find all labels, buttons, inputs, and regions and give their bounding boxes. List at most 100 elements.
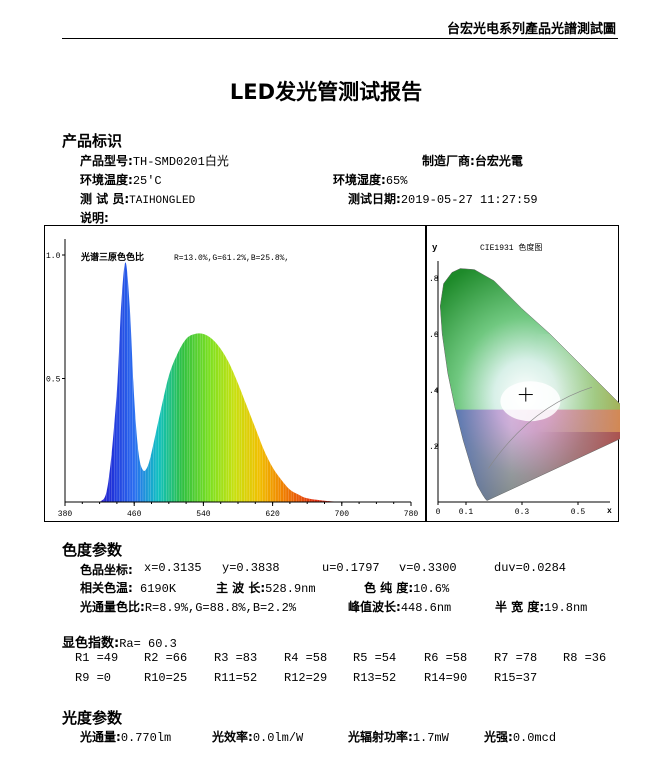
temperature-label: 环境温度: xyxy=(80,173,133,187)
cie-y-tick-label: .6 xyxy=(429,331,439,340)
spectrum-area xyxy=(82,262,342,502)
cie-x-tick-label: 0.1 xyxy=(459,508,474,517)
flux-row: 光通量:0.770lm xyxy=(80,728,171,745)
colorimetry-section-title: 色度参数 xyxy=(62,541,123,559)
intensity-row: 光强:0.0mcd xyxy=(484,728,556,745)
cri-value: R15=37 xyxy=(494,671,538,685)
radiant-power-label: 光辐射功率: xyxy=(348,730,413,744)
peak-wavelength-row: 峰值波长:448.6nm xyxy=(348,598,451,615)
header-divider xyxy=(62,38,618,39)
spectrum-x-tick-label: 460 xyxy=(127,510,142,519)
cri-title-row: 显色指数:Ra= 60.3 xyxy=(62,632,177,651)
flux-label: 光通量: xyxy=(80,730,121,744)
cri-value: R8 =36 xyxy=(563,651,607,665)
test-date-row: 测试日期:2019-05-27 11:27:59 xyxy=(348,190,538,207)
purity-value: 10.6% xyxy=(413,582,450,596)
cie-x-tick-label: 0.5 xyxy=(571,508,586,517)
spectrum-y-tick-label: 1.0 xyxy=(46,252,61,261)
efficacy-row: 光效率:0.0lm/W xyxy=(212,728,303,745)
v-coordinate: v=0.3300 xyxy=(399,561,457,575)
manufacturer-row: 制造厂商:台宏光電 xyxy=(422,152,523,169)
test-date-value: 2019-05-27 11:27:59 xyxy=(400,193,538,207)
spectrum-x-tick-label: 700 xyxy=(335,510,350,519)
spectrum-x-tick-label: 780 xyxy=(404,510,419,519)
duv-value: duv=0.0284 xyxy=(494,561,567,575)
flux-ratio-row: 光通量色比:R=8.9%,G=88.8%,B=2.2% xyxy=(80,598,296,615)
y-coordinate: y=0.3838 xyxy=(222,561,280,575)
cri-value: R10=25 xyxy=(144,671,188,685)
temperature-row: 环境温度:25'C xyxy=(80,171,162,188)
test-date-label: 测试日期: xyxy=(348,192,401,206)
flux-ratio-value: R=8.9%,G=88.8%,B=2.2% xyxy=(144,601,297,615)
cct-row: 相关色温: 6190K xyxy=(80,579,176,596)
product-section-title: 产品标识 xyxy=(62,132,123,150)
half-width-row: 半 宽 度:19.8nm xyxy=(495,598,587,615)
cie-x-tick-label: 0 xyxy=(436,508,441,517)
cie-y-tick-label: .4 xyxy=(429,387,439,396)
dominant-wavelength-value: 528.9nm xyxy=(265,582,316,596)
cri-value: R2 =66 xyxy=(144,651,188,665)
cri-value: R7 =78 xyxy=(494,651,538,665)
spectrum-x-tick-label: 620 xyxy=(265,510,280,519)
model-row: 产品型号:TH-SMD0201白光 xyxy=(80,152,229,169)
cri-value: R4 =58 xyxy=(284,651,328,665)
cri-label: 显色指数: xyxy=(62,636,120,651)
cie-y-tick-label: .8 xyxy=(429,275,439,284)
cie-outline xyxy=(439,268,620,501)
spectrum-y-tick-label: 0.5 xyxy=(46,376,61,385)
cri-value: R6 =58 xyxy=(424,651,468,665)
intensity-label: 光强: xyxy=(484,730,513,744)
coordinates-label: 色品坐标: xyxy=(80,563,133,577)
report-title: LED发光管测试报告 xyxy=(229,80,423,104)
dominant-wavelength-label: 主 波 长: xyxy=(216,581,266,595)
cie-x-tick-label: 0.3 xyxy=(515,508,530,517)
purity-label: 色 纯 度: xyxy=(364,581,414,595)
temperature-value: 25'C xyxy=(132,174,162,188)
tester-label: 测 试 员: xyxy=(80,192,130,206)
cri-value: R5 =54 xyxy=(353,651,397,665)
spectrum-x-tick-label: 380 xyxy=(58,510,73,519)
spectrum-title: 光谱三原色色比 xyxy=(80,251,144,263)
peak-wavelength-value: 448.6nm xyxy=(400,601,452,615)
model-label: 产品型号: xyxy=(80,154,133,168)
cie-white-center xyxy=(500,381,561,422)
cie-x-ticks: 00.10.30.50.7 xyxy=(436,502,586,517)
cie-locus-curve xyxy=(488,386,593,469)
charts-panel: 380 460 540 620 700 780 1.0 0.5 光谱三原色色比 R=13.0… xyxy=(44,225,620,522)
cri-value: R13=52 xyxy=(353,671,397,685)
x-coordinate: x=0.3135 xyxy=(144,561,202,575)
cie-xlabel: x xyxy=(607,507,612,516)
cri-value: R14=90 xyxy=(424,671,468,685)
cie-title: CIE1931 色度图 xyxy=(480,242,542,253)
chromaticity-point-marker xyxy=(518,387,533,402)
cie-y-ticks: .8 .6 .4 .2 xyxy=(429,275,439,452)
tester-value: TAIHONGLED xyxy=(129,195,196,207)
model-value: TH-SMD0201白光 xyxy=(132,155,229,169)
cct-value: 6190K xyxy=(132,582,177,596)
humidity-row: 环境湿度:65% xyxy=(333,171,407,188)
note-label: 说明: xyxy=(80,211,109,225)
u-coordinate: u=0.1797 xyxy=(322,561,380,575)
header-title: 台宏光电系列產品光譜測試圖 xyxy=(446,22,616,37)
cri-value: R11=52 xyxy=(214,671,258,685)
humidity-label: 环境湿度: xyxy=(333,173,386,187)
radiant-power-row: 光辐射功率:1.7mW xyxy=(348,728,449,745)
flux-ratio-label: 光通量色比: xyxy=(80,600,145,614)
cie-ylabel: y xyxy=(432,243,438,253)
cri-value: R12=29 xyxy=(284,671,328,685)
cri-value: R1 =49 xyxy=(75,651,119,665)
spectrum-y-ticks: 1.0 0.5 xyxy=(46,252,65,385)
tester-row: 测 试 员:TAIHONGLED xyxy=(80,190,195,207)
cri-value: R9 =0 xyxy=(75,671,112,685)
peak-wavelength-label: 峰值波长: xyxy=(348,600,401,614)
humidity-value: 65% xyxy=(385,174,408,188)
radiant-power-value: 1.7mW xyxy=(412,731,449,745)
photometric-section-title: 光度参数 xyxy=(62,709,123,727)
half-width-label: 半 宽 度: xyxy=(495,600,545,614)
ra-value: Ra= 60.3 xyxy=(119,637,177,651)
manufacturer-value: 台宏光電 xyxy=(474,154,523,168)
cct-label: 相关色温: xyxy=(80,581,133,595)
half-width-value: 19.8nm xyxy=(544,601,588,615)
purity-row: 色 纯 度:10.6% xyxy=(364,579,449,596)
flux-value: 0.770lm xyxy=(120,731,172,745)
